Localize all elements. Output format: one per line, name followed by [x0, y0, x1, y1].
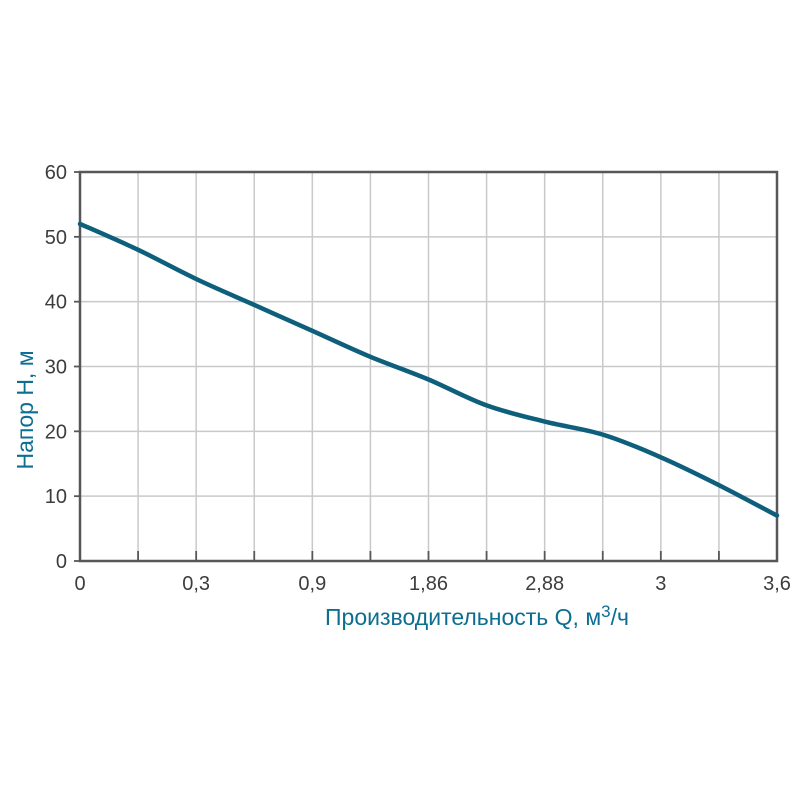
axes	[74, 170, 779, 563]
y-tick-label: 20	[45, 421, 67, 443]
x-tick-label: 1,86	[409, 573, 448, 595]
y-tick-label: 0	[56, 551, 67, 573]
y-tick-label: 10	[45, 486, 67, 508]
x-tick-label: 0,3	[182, 573, 210, 595]
y-tick-labels: 0 10 20 30 40 50 60	[45, 162, 67, 573]
x-tick-label: 3	[655, 573, 666, 595]
y-tick-label: 40	[45, 292, 67, 314]
y-tick-label: 50	[45, 227, 67, 249]
x-tick-label: 3,6	[763, 573, 791, 595]
x-axis-title-superscript: 3	[601, 602, 610, 621]
x-axis-title-main: Производительность Q, м	[325, 604, 601, 630]
y-tick-label: 60	[45, 162, 67, 184]
x-axis-title-rest: /ч	[611, 604, 629, 630]
x-axis-title: Производительность Q, м3/ч	[325, 602, 629, 630]
x-tick-label: 0	[74, 573, 85, 595]
x-tick-labels: 0 0,3 0,9 1,86 2,88 3 3,6	[74, 573, 790, 595]
x-tick-label: 0,9	[298, 573, 326, 595]
grid-lines	[80, 172, 777, 561]
x-tick-label: 2,88	[525, 573, 564, 595]
y-axis-title: Напор Н, м	[12, 350, 38, 469]
pump-curve-line	[77, 221, 780, 518]
y-tick-label: 30	[45, 357, 67, 379]
